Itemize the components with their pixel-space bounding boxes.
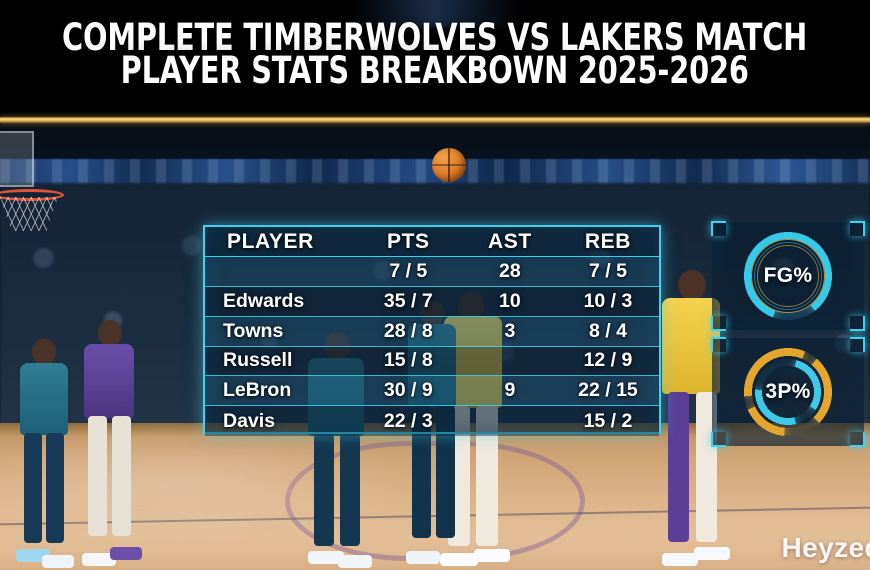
table-row[interactable]: Towns 28 / 8 3 8 / 4 (205, 316, 659, 347)
cell-pts: 7 / 5 (389, 259, 428, 282)
cell-ast: 3 (504, 319, 516, 342)
corner-bracket-icon (711, 432, 726, 447)
three-point-percent-label: 3P% (765, 380, 811, 403)
fg-percent-label: FG% (763, 264, 813, 287)
corner-bracket-icon (711, 316, 726, 331)
gauge-inner-ring-icon (757, 245, 819, 307)
cell-player: Edwards (223, 289, 305, 312)
cell-ast: 9 (504, 379, 516, 402)
page-title: COMPLETE TIMBERWOLVES VS LAKERS MATCH PL… (0, 0, 870, 110)
player-silhouette-lakers-right (652, 270, 732, 570)
cell-reb: 7 / 5 (588, 259, 627, 282)
cell-pts: 22 / 3 (383, 409, 433, 432)
cell-player: Russell (223, 349, 293, 372)
fg-percent-panel[interactable]: FG% (711, 221, 865, 331)
cell-pts: 28 / 8 (383, 319, 433, 342)
gauge-inner-ring-icon (751, 239, 825, 313)
table-row[interactable]: Edwards 35 / 7 10 10 / 3 (205, 286, 659, 317)
corner-bracket-icon (850, 337, 865, 352)
table-row[interactable]: Russell 15 / 8 12 / 9 (205, 346, 659, 377)
player-silhouette-defender (398, 270, 468, 570)
cell-reb: 10 / 3 (583, 289, 633, 312)
table-header-row: PLAYER PTS AST REB (205, 227, 659, 257)
cell-pts: 30 / 9 (383, 379, 433, 402)
player-stats-table: PLAYER PTS AST REB 7 / 5 28 7 / 5 Edward… (203, 225, 661, 437)
player-silhouette-shooter (428, 250, 518, 570)
player-silhouette-lakers-left (72, 320, 144, 570)
cell-reb: 22 / 15 (578, 379, 638, 402)
watermark: Heyzed (781, 532, 870, 563)
court-glare (0, 423, 870, 570)
table-row[interactable]: LeBron 30 / 9 9 22 / 15 (205, 376, 659, 407)
cell-ast: 28 (499, 259, 521, 282)
cell-player: LeBron (223, 379, 292, 402)
fg-percent-gauge: FG% (742, 230, 834, 322)
cell-pts: 15 / 8 (383, 349, 433, 372)
player-silhouette-wolves-21 (8, 335, 78, 570)
header-glow (350, 0, 520, 28)
cell-reb: 15 / 2 (583, 409, 633, 432)
cell-reb: 8 / 4 (588, 319, 627, 342)
column-header-pts: PTS (386, 229, 430, 253)
backboard (0, 131, 34, 187)
corner-bracket-icon (850, 432, 865, 447)
three-point-percent-panel[interactable]: 3P% (711, 337, 865, 447)
column-header-ast: AST (487, 229, 532, 253)
title-line-2: PLAYER STATS BREAKBOWN 2025-2026 (120, 48, 750, 93)
cell-player: Davis (223, 409, 276, 432)
hoop-net (0, 197, 58, 231)
cell-player: Towns (223, 319, 284, 342)
corner-bracket-icon (850, 221, 865, 236)
basketball-court (0, 423, 870, 570)
title-line-1: COMPLETE TIMBERWOLVES VS LAKERS MATCH (62, 15, 808, 60)
table-row[interactable]: 7 / 5 28 7 / 5 (205, 257, 659, 287)
gauge-inner-arc-icon (752, 356, 824, 428)
three-point-percent-gauge: 3P% (742, 346, 834, 438)
column-header-reb: REB (584, 229, 632, 253)
table-row[interactable]: Davis 22 / 3 15 / 2 (205, 406, 659, 437)
header-banner: COMPLETE TIMBERWOLVES VS LAKERS MATCH PL… (0, 0, 870, 118)
gold-divider (0, 117, 870, 123)
cell-pts: 35 / 7 (383, 289, 433, 312)
cell-reb: 12 / 9 (583, 349, 633, 372)
corner-bracket-icon (711, 221, 726, 236)
column-header-player: PLAYER (227, 229, 314, 253)
corner-bracket-icon (711, 337, 726, 352)
cell-ast: 10 (499, 289, 521, 312)
basketball-ball (432, 148, 466, 182)
gauge-inner-ring-icon (754, 242, 822, 310)
basketball-hoop (0, 171, 84, 231)
player-silhouette-wolves-10 (296, 330, 376, 570)
corner-bracket-icon (850, 316, 865, 331)
